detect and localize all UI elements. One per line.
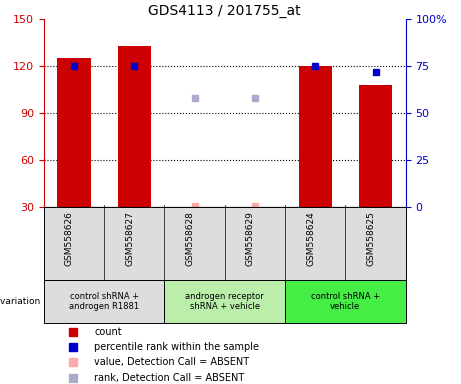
Text: GSM558624: GSM558624 xyxy=(306,211,315,266)
Text: GSM558626: GSM558626 xyxy=(65,211,74,266)
Text: control shRNA +
vehicle: control shRNA + vehicle xyxy=(311,292,380,311)
Text: percentile rank within the sample: percentile rank within the sample xyxy=(95,342,260,352)
Bar xyxy=(359,85,392,207)
Text: value, Detection Call = ABSENT: value, Detection Call = ABSENT xyxy=(95,358,249,367)
Bar xyxy=(285,280,406,323)
Text: GSM558629: GSM558629 xyxy=(246,211,255,266)
Bar xyxy=(299,66,332,207)
Text: GSM558628: GSM558628 xyxy=(186,211,195,266)
Text: androgen receptor
shRNA + vehicle: androgen receptor shRNA + vehicle xyxy=(185,292,264,311)
Title: GDS4113 / 201755_at: GDS4113 / 201755_at xyxy=(148,4,301,18)
Text: count: count xyxy=(95,327,122,337)
Text: control shRNA +
androgen R1881: control shRNA + androgen R1881 xyxy=(69,292,139,311)
Text: rank, Detection Call = ABSENT: rank, Detection Call = ABSENT xyxy=(95,373,245,383)
Bar xyxy=(57,58,90,207)
Text: GSM558627: GSM558627 xyxy=(125,211,134,266)
Bar xyxy=(44,280,165,323)
Bar xyxy=(118,46,151,207)
Bar xyxy=(165,280,285,323)
Text: genotype/variation: genotype/variation xyxy=(0,297,41,306)
Text: GSM558625: GSM558625 xyxy=(366,211,376,266)
